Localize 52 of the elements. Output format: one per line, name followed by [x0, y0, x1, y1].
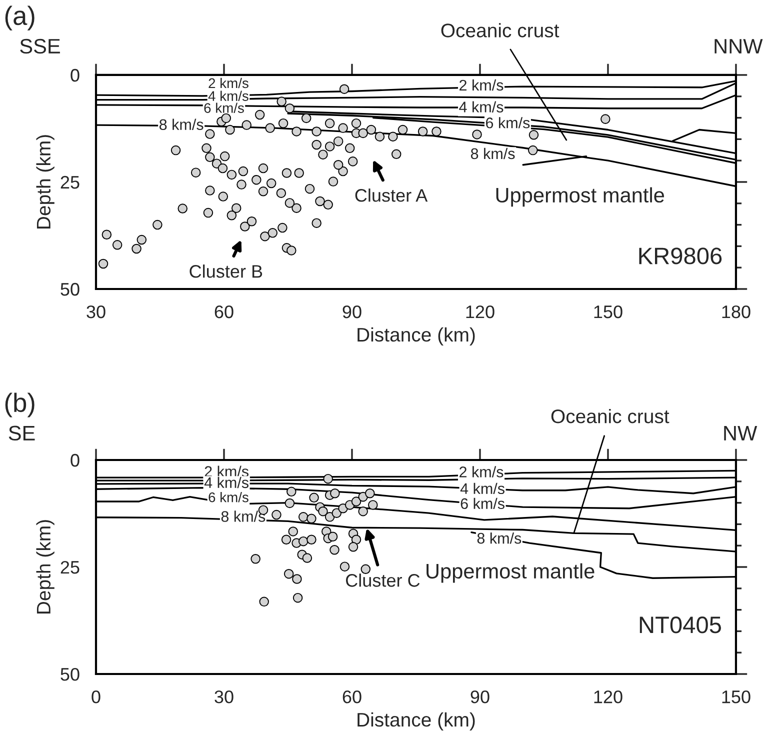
annotation: 6 km/s [204, 102, 244, 113]
x-axis-title: Distance (km) [358, 327, 475, 346]
text: NW [724, 426, 758, 440]
annotation: Cluster A [355, 188, 428, 202]
annotation: 2 km/s [460, 466, 504, 478]
x-tick-label: 150 [594, 305, 622, 318]
text: SE [8, 426, 35, 441]
annotation: 6 km/s [460, 498, 504, 510]
text: (b) [5, 392, 34, 418]
annotation: 4 km/s [460, 482, 504, 494]
x-tick-label: 30 [86, 305, 106, 318]
x-tick-label: 180 [722, 305, 750, 318]
annotation: 6 km/s [486, 117, 530, 128]
annotation: 8 km/s [221, 510, 266, 522]
annotation: 8 km/s [470, 148, 515, 160]
y-tick-label: 50 [60, 282, 80, 296]
x-tick-label: 90 [342, 305, 362, 318]
annotation: KR9806 [639, 248, 722, 264]
y-axis-title: Depth (km) [36, 520, 54, 614]
x-tick-label: 120 [594, 690, 622, 704]
y-tick-label: 0 [70, 68, 80, 82]
x-tick-label: 0 [92, 690, 100, 704]
annotation: Oceanic crust [551, 408, 670, 424]
text: SSE [20, 38, 60, 54]
annotation: 8 km/s [477, 532, 522, 544]
annotation: 4 km/s [204, 476, 248, 488]
annotation: Cluster B [190, 264, 262, 278]
y-tick-label: 0 [70, 454, 80, 467]
y-tick-label: 25 [60, 176, 80, 189]
annotation: 2 km/s [208, 78, 248, 88]
x-tick-label: 120 [466, 305, 494, 318]
x-tick-label: 90 [470, 690, 490, 704]
annotation: 4 km/s [459, 101, 504, 112]
text: NNW [714, 39, 763, 54]
x-tick-label: 60 [342, 690, 362, 704]
annotation: Uppermost mantle [426, 563, 594, 583]
y-tick-label: 25 [60, 560, 80, 574]
y-tick-label: 50 [60, 668, 80, 681]
y-axis-title: Depth (km) [36, 135, 54, 228]
text: Oceanic crust [441, 23, 560, 38]
annotation: 2 km/s [460, 79, 504, 91]
annotation: NT0405 [640, 616, 721, 634]
x-tick-label: 150 [722, 690, 750, 704]
text: (a) [5, 6, 34, 30]
annotation: Uppermost mantle [496, 187, 664, 207]
annotation: 6 km/s [208, 492, 248, 502]
x-axis-title: Distance (km) [358, 712, 475, 730]
x-tick-label: 30 [214, 690, 234, 704]
annotation: 4 km/s [208, 90, 248, 101]
annotation: Cluster C [346, 574, 420, 587]
annotation: 8 km/s [160, 118, 204, 130]
x-tick-label: 60 [214, 305, 234, 318]
